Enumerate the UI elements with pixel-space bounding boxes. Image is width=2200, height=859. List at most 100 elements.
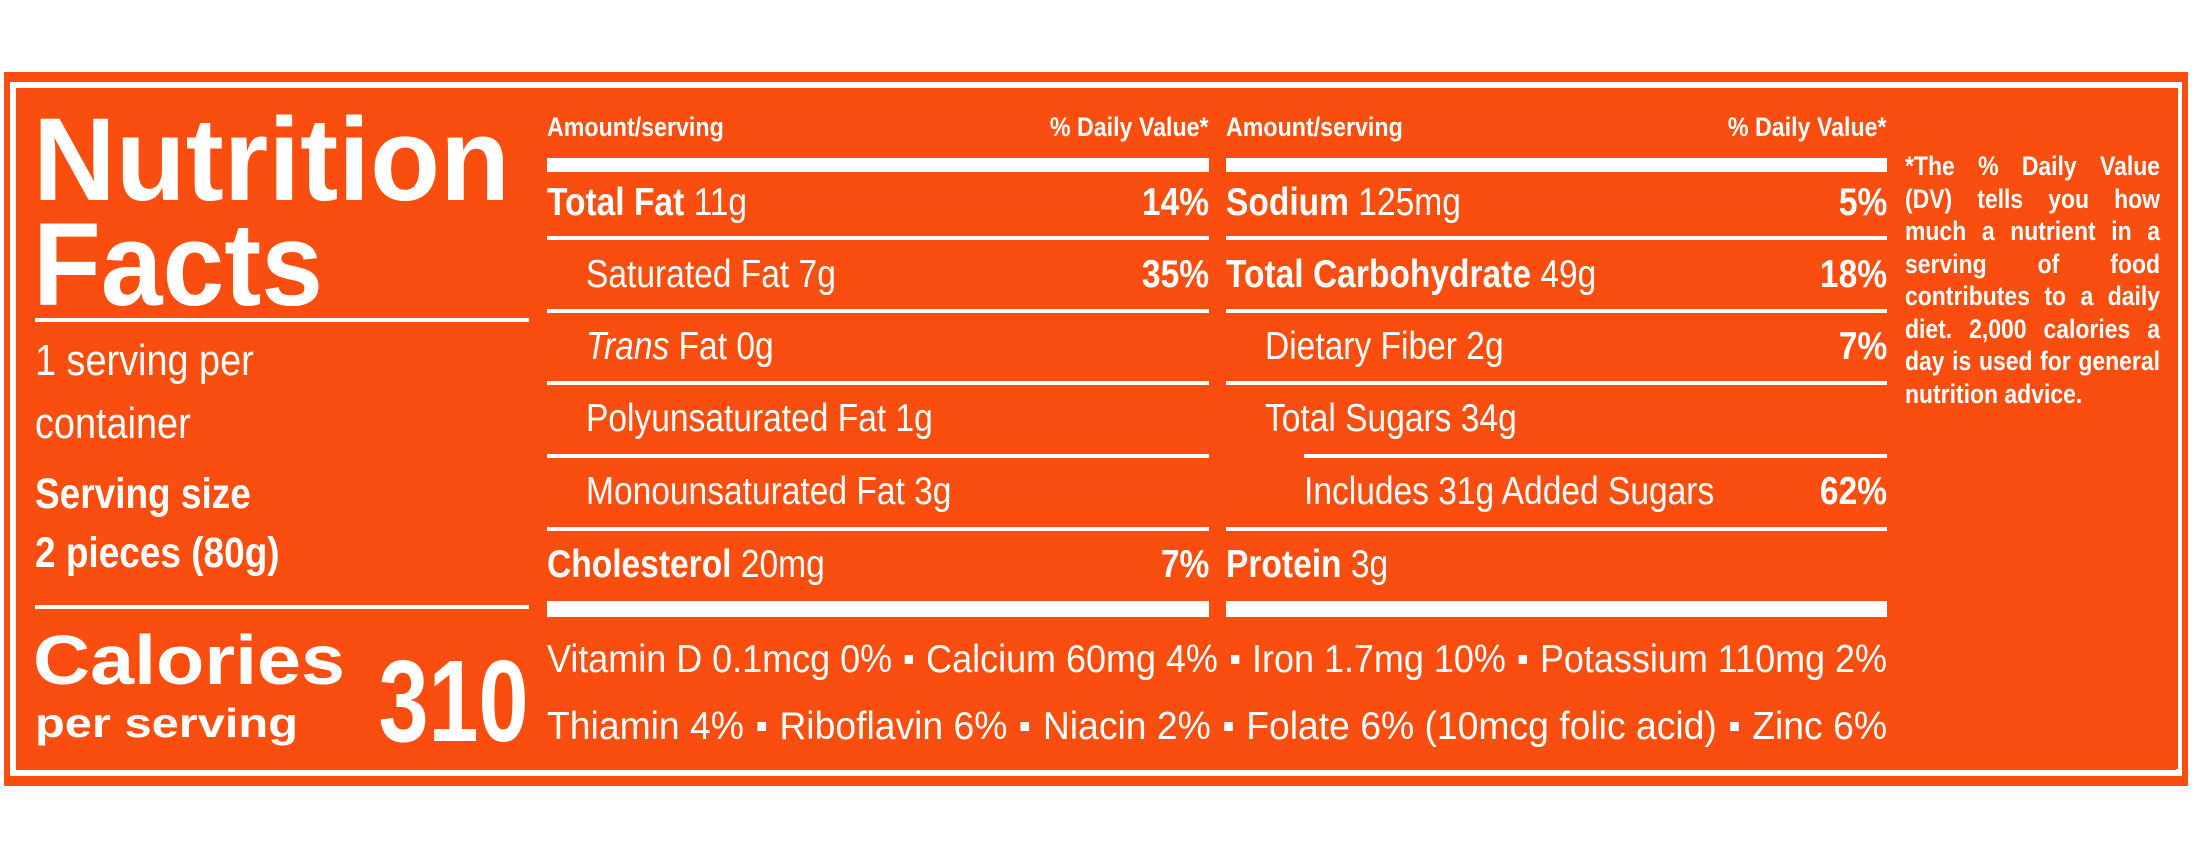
serving-size-label: Serving size (35, 470, 251, 518)
nutrient-amount: 7g (789, 253, 836, 296)
daily-value-text: 62% (1819, 470, 1887, 513)
nutrient-row: Total Sugars 34g (1265, 399, 1558, 438)
nutrient-row: Cholesterol 20mg (547, 545, 870, 584)
vitamin-item: Iron 1.7mg 10% (1252, 638, 1506, 681)
nutrient-amount: 49g (1531, 253, 1597, 296)
nutrient-daily-value: 35% (1131, 255, 1209, 294)
separator-bullet-icon (904, 655, 914, 665)
vitamin-mineral-text: Vitamin D 0.1mcg 0% Calcium 60mg 4% Iron 1… (547, 640, 1887, 679)
vitamin-item: Folate 6% (10mcg folic acid) (1246, 705, 1717, 748)
nutrient-amount: 34g (1451, 397, 1517, 440)
vitamin-item: Niacin 2% (1042, 705, 1211, 748)
divider (35, 318, 529, 322)
row-divider (547, 454, 1209, 458)
vitamin-item: Zinc 6% (1752, 705, 1887, 748)
daily-value-text: 7% (1838, 325, 1887, 368)
nutrient-daily-value: 5% (1831, 183, 1887, 222)
title-line-1: Nutrition (33, 94, 510, 226)
nutrition-facts-panel (16, 88, 2178, 769)
nutrient-daily-value: 7% (1831, 327, 1887, 366)
nutrient-label: Total Fat 11g (547, 183, 747, 222)
nutrient-name: Total Carbohydrate (1226, 253, 1532, 296)
divider (35, 605, 529, 609)
vitamin-item: Potassium 110mg 2% (1539, 638, 1887, 681)
nutrient-row: Saturated Fat 7g (586, 255, 877, 294)
nutrient-name: Dietary Fiber (1265, 325, 1457, 368)
header-amount-text: Amount/serving (547, 112, 724, 142)
nutrient-row: Protein 3g (1226, 545, 1415, 584)
separator-bullet-icon (1518, 655, 1528, 665)
row-divider (547, 381, 1209, 385)
vitamin-item: Riboflavin 6% (779, 705, 1008, 748)
nutrient-name: Cholesterol (547, 543, 732, 586)
nutrient-amount: 11g (684, 181, 748, 224)
nutrient-amount: 20mg (731, 543, 825, 586)
vitamin-item: Vitamin D 0.1mcg 0% (547, 638, 893, 681)
thick-divider (1226, 158, 1887, 172)
nutrient-name: Protein (1226, 543, 1342, 586)
nutrient-label: Protein 3g (1226, 545, 1388, 584)
thick-divider (547, 601, 1209, 617)
thick-divider (1226, 601, 1887, 617)
serving-size-value: 2 pieces (80g) (35, 529, 280, 577)
nutrient-label: Saturated Fat 7g (586, 255, 836, 294)
row-divider (547, 309, 1209, 313)
servings-per-container-2: container (35, 399, 191, 448)
nutrient-amount: 2g (1456, 325, 1504, 368)
nutrient-daily-value: 7% (1153, 545, 1209, 584)
label-white-frame (10, 82, 2182, 776)
nutrient-row: Includes 31g Added Sugars (1304, 472, 1781, 511)
daily-value-text: 7% (1160, 543, 1209, 586)
header-daily-value-text: % Daily Value* (1728, 112, 1887, 142)
separator-bullet-icon (1020, 722, 1030, 732)
nutrient-label: Polyunsaturated Fat 1g (586, 399, 933, 438)
nutrient-label: Total Carbohydrate 49g (1226, 255, 1596, 294)
separator-bullet-icon (1230, 655, 1240, 665)
daily-value-footnote: *The % Daily Value (DV) tells you how mu… (1905, 151, 2160, 409)
row-divider (1226, 236, 1887, 240)
servings-per-container-1: 1 serving per (35, 336, 254, 385)
vitamin-mineral-line: Thiamin 4% Riboflavin 6% Niacin 2% Folate 6… (547, 707, 1948, 746)
nutrient-name-italic: Trans (586, 325, 670, 368)
thick-divider (547, 158, 1209, 172)
nutrient-row: Total Carbohydrate 49g (1226, 255, 1657, 294)
nutrient-amount: 3g (904, 470, 952, 513)
header-amount-text: Amount/serving (1226, 112, 1403, 142)
row-divider (1226, 381, 1887, 385)
nutrient-daily-value: 18% (1809, 255, 1887, 294)
separator-bullet-icon (757, 722, 766, 732)
nutrient-daily-value: 62% (1809, 472, 1887, 511)
daily-value-text: 5% (1838, 181, 1887, 224)
nutrient-label: Cholesterol 20mg (547, 545, 825, 584)
nutrient-amount: 125mg (1348, 181, 1461, 224)
nutrient-name: Monounsaturated Fat (586, 470, 905, 513)
nutrient-label: Includes 31g Added Sugars (1304, 472, 1714, 511)
vitamin-item: Thiamin 4% (547, 705, 744, 748)
nutrient-label: Sodium 125mg (1226, 183, 1461, 222)
nutrient-name: Sodium (1226, 181, 1349, 224)
daily-value-text: 35% (1141, 253, 1209, 296)
header-amount: Amount/serving (547, 114, 753, 141)
nutrient-name: Total Sugars (1265, 397, 1452, 440)
nutrient-name: Polyunsaturated Fat (586, 397, 887, 440)
row-divider (547, 236, 1209, 240)
row-divider (1226, 527, 1887, 531)
nutrient-row: Dietary Fiber 2g (1265, 327, 1542, 366)
nutrient-name: Saturated Fat (586, 253, 790, 296)
row-divider (547, 527, 1209, 531)
nutrient-row: Sodium 125mg (1226, 183, 1499, 222)
header-daily-value: % Daily Value* (1702, 114, 1887, 141)
nutrient-name: Fat (669, 325, 728, 368)
daily-value-text: 18% (1819, 253, 1887, 296)
separator-bullet-icon (1224, 722, 1233, 732)
row-divider (1226, 309, 1887, 313)
nutrient-row: Trans Fat 0g (586, 327, 804, 366)
vitamin-item: Calcium 60mg 4% (926, 638, 1218, 681)
nutrient-amount: 0g (727, 325, 774, 368)
header-amount: Amount/serving (1226, 114, 1432, 141)
calories-sublabel: per serving (35, 700, 298, 746)
calories-label: Calories (33, 621, 345, 699)
daily-value-text: 14% (1141, 181, 1209, 224)
nutrient-row: Total Fat 11g (547, 183, 780, 222)
vitamin-mineral-text: Thiamin 4% Riboflavin 6% Niacin 2% Folate 6… (547, 707, 1887, 746)
